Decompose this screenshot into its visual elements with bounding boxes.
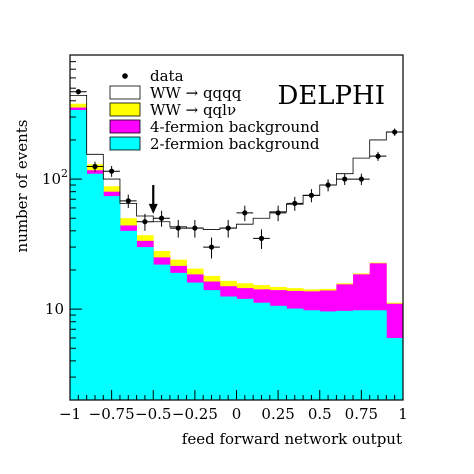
- legend-swatch: [109, 85, 141, 100]
- x-tick-label: −1: [59, 405, 81, 423]
- histogram-bar: [186, 282, 204, 400]
- histogram-bar: [286, 308, 304, 400]
- y-tick-label: 102: [42, 167, 68, 188]
- x-tick-label: −0.75: [89, 405, 135, 423]
- data-point-marker: [158, 215, 165, 221]
- data-point: [386, 128, 403, 136]
- legend-label: 4-fermion background: [150, 118, 320, 136]
- histogram-bar: [136, 247, 154, 400]
- y-tick-label: 10: [45, 300, 64, 318]
- experiment-tag: DELPHI: [277, 81, 385, 111]
- data-point-marker: [142, 219, 148, 225]
- data-point-marker: [308, 192, 315, 198]
- data-point-marker: [358, 176, 364, 182]
- data-point: [303, 189, 320, 203]
- legend-dot-marker: [122, 73, 128, 79]
- data-point-marker: [258, 235, 265, 241]
- legend-label: data: [150, 67, 184, 85]
- x-tick-label: 0.75: [345, 405, 378, 423]
- x-tick-label: 1: [398, 405, 408, 423]
- data-point: [253, 229, 270, 249]
- data-point: [336, 173, 354, 186]
- x-tick-label: 0.5: [308, 405, 332, 423]
- legend-entry: 4-fermion background: [109, 118, 320, 136]
- legend-entry: WW → qqqq: [109, 84, 242, 102]
- histogram-bar: [353, 310, 371, 400]
- data-point: [103, 166, 120, 177]
- histogram-bar: [86, 173, 104, 400]
- histogram-bar: [269, 305, 287, 400]
- arrow-head: [148, 203, 158, 214]
- data-point: [369, 151, 387, 161]
- histogram-bar: [253, 302, 271, 400]
- data-point: [186, 219, 204, 238]
- histogram-bar: [70, 109, 88, 401]
- data-point-marker: [292, 200, 298, 207]
- histogram-bar: [153, 264, 171, 400]
- data-point-marker: [92, 163, 98, 170]
- histogram-bar: [319, 311, 337, 400]
- data-point-marker: [192, 225, 198, 231]
- data-point: [119, 194, 137, 208]
- histogram-bar: [169, 272, 187, 400]
- data-point-marker: [125, 198, 131, 204]
- data-point: [86, 161, 104, 172]
- data-point: [236, 205, 254, 222]
- data-point: [169, 219, 187, 238]
- legend-entry: data: [122, 67, 184, 85]
- histogram-bar: [203, 290, 221, 400]
- x-axis-label: feed forward network output: [182, 430, 402, 448]
- histogram-bar: [303, 310, 321, 400]
- histogram-bar: [386, 337, 404, 400]
- legend-entry: 2-fermion background: [109, 135, 320, 153]
- data-point-marker: [275, 210, 281, 216]
- data-point-marker: [342, 176, 348, 182]
- histogram-bar: [236, 298, 254, 400]
- legend-swatch: [109, 102, 141, 117]
- data-points: [70, 89, 403, 259]
- histogram-outline: [69, 95, 404, 400]
- data-point: [153, 210, 170, 227]
- legend-swatch: [109, 119, 141, 134]
- legend-label: WW → qqlν: [150, 101, 236, 119]
- histogram-bar: [336, 310, 354, 400]
- data-point-marker: [75, 89, 81, 95]
- data-point-marker: [175, 225, 181, 231]
- stacked-histogram: [69, 95, 404, 401]
- data-point-marker: [225, 225, 231, 231]
- x-tick-label: −0.5: [135, 405, 171, 423]
- legend-swatch: [109, 136, 141, 151]
- data-point: [269, 205, 287, 222]
- data-point: [353, 173, 370, 186]
- x-tick-label: 0.25: [261, 405, 294, 423]
- legend-label: 2-fermion background: [150, 135, 320, 153]
- histogram-bar: [369, 310, 387, 400]
- data-point-marker: [242, 210, 248, 216]
- histogram-bar: [219, 296, 237, 400]
- x-tick-label: 0: [232, 405, 242, 423]
- data-point-marker: [392, 129, 398, 135]
- data-point-marker: [109, 168, 115, 174]
- axis-ticks: −1 −0.75 −0.5 −0.25 0 0.25 0.5 0.75 1 10 102: [42, 54, 408, 423]
- data-point: [286, 196, 304, 211]
- legend-entry: WW → qqlν: [109, 101, 236, 119]
- legend-label: WW → qqqq: [150, 84, 242, 102]
- data-point-marker: [325, 182, 331, 188]
- histogram-bar: [119, 230, 137, 400]
- data-point: [203, 237, 220, 259]
- x-tick-label: −0.25: [172, 405, 218, 423]
- data-point: [219, 219, 237, 238]
- histogram-bar: [103, 196, 121, 400]
- y-axis-label: number of events: [13, 120, 31, 253]
- data-point: [136, 213, 154, 231]
- data-point-marker: [375, 153, 381, 159]
- data-point: [70, 89, 87, 95]
- data-point: [319, 179, 337, 192]
- data-point-marker: [208, 244, 215, 250]
